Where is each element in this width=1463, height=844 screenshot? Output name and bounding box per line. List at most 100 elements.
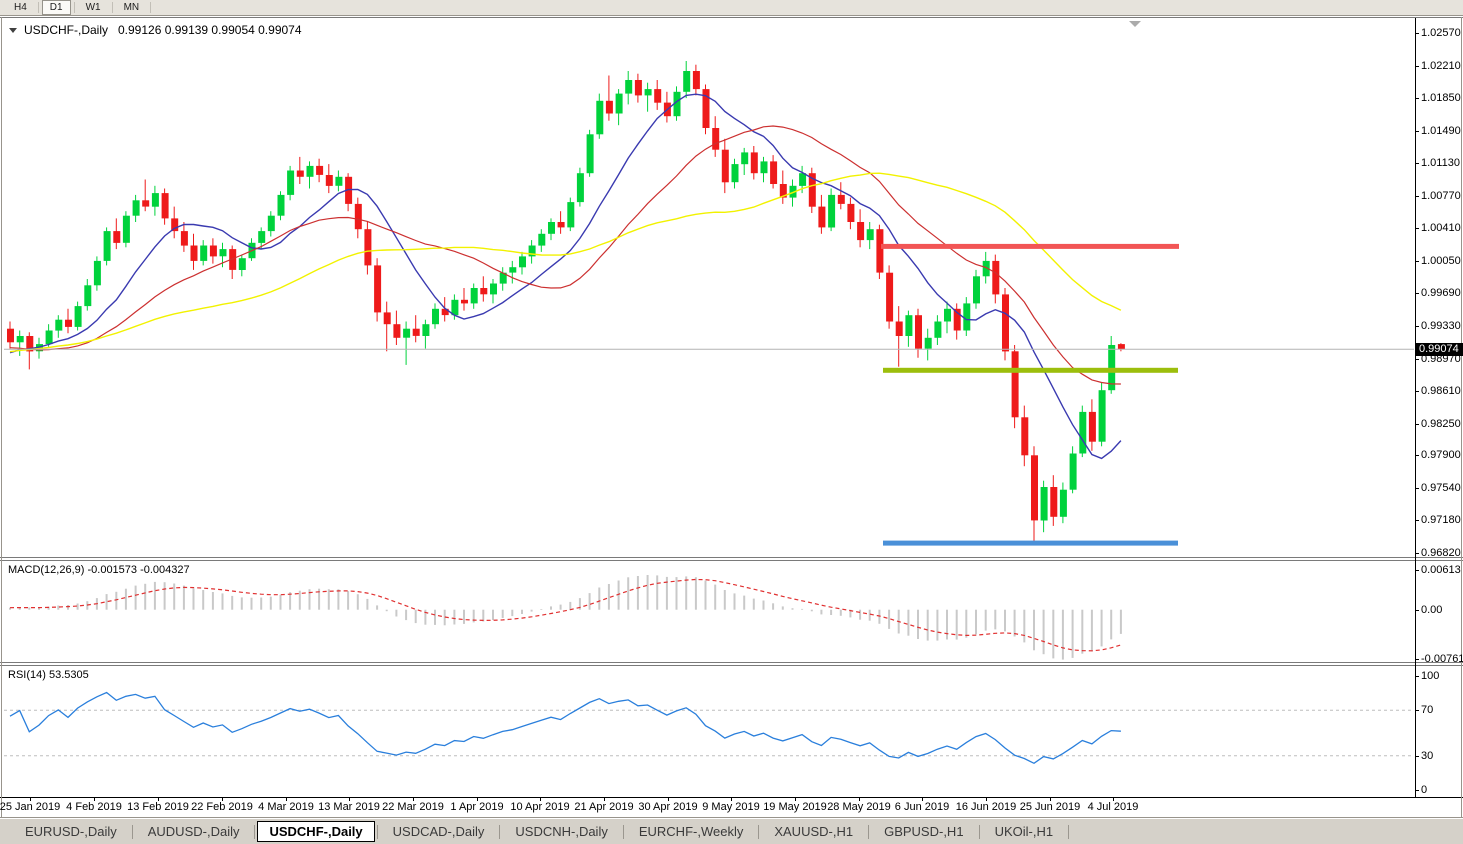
timeframe-button-w1[interactable]: W1: [85, 2, 101, 13]
axis-tick: [158, 798, 159, 801]
pivot-line[interactable]: [883, 367, 1178, 373]
main-macd-splitter-top[interactable]: [0, 557, 1463, 558]
axis-tick: [1415, 33, 1419, 34]
axis-tick: [540, 798, 541, 801]
macd-name: MACD(12,26,9): [8, 564, 85, 576]
macd-values: -0.001573 -0.004327: [87, 564, 190, 576]
date-axis-label: 13 Feb 2019: [127, 801, 189, 813]
axis-tick: [1415, 520, 1419, 521]
tab-usdcnh-daily[interactable]: USDCNH-,Daily: [515, 824, 608, 839]
price-axis-label: 0.99330: [1421, 320, 1461, 332]
support-line[interactable]: [883, 540, 1178, 546]
axis-tick: [286, 798, 287, 801]
axis-tick: [94, 798, 95, 801]
axis-tick: [1415, 66, 1419, 67]
resistance-line[interactable]: [881, 243, 1179, 249]
tab-usdcad-daily[interactable]: USDCAD-,Daily: [392, 824, 485, 839]
axis-tick: [1415, 228, 1419, 229]
tab-xauusd-h1[interactable]: XAUUSD-,H1: [774, 824, 854, 839]
axis-tick: [1415, 710, 1419, 711]
right-window-border: [1461, 17, 1462, 818]
tab-audusd-daily[interactable]: AUDUSD-,Daily: [147, 824, 240, 839]
date-axis-label: 16 Jun 2019: [955, 801, 1017, 813]
toolbar-separator: [150, 2, 152, 13]
tab-gbpusd-h1[interactable]: GBPUSD-,H1: [884, 824, 964, 839]
tab-separator: [868, 824, 870, 839]
axis-tick: [1415, 391, 1419, 392]
date-axis-label: 30 Apr 2019: [638, 801, 698, 813]
rsi-axis-label: 0: [1421, 784, 1428, 796]
ma-line-21: [9, 125, 1121, 385]
rsi-value: 53.5305: [48, 669, 89, 681]
price-axis-label: 1.00770: [1421, 190, 1461, 202]
chart-title: USDCHF-,Daily 0.99126 0.99139 0.99054 0.…: [9, 23, 302, 37]
tab-separator: [622, 824, 624, 839]
tab-separator: [254, 824, 256, 839]
axis-tick: [604, 798, 605, 801]
price-axis-label: 1.02570: [1421, 27, 1461, 39]
axis-tick: [922, 798, 923, 801]
rsi-axis-label: 30: [1421, 750, 1434, 762]
price-scale-border: [1415, 18, 1416, 797]
tab-eurchf-weekly[interactable]: EURCHF-,Weekly: [638, 824, 744, 839]
axis-tick: [1415, 676, 1419, 677]
axis-tick: [1415, 261, 1419, 262]
price-axis-label: 1.00410: [1421, 222, 1461, 234]
axis-tick: [30, 798, 31, 801]
date-axis-label: 19 May 2019: [763, 801, 827, 813]
date-axis-label: 22 Feb 2019: [191, 801, 253, 813]
date-axis-label: 9 May 2019: [702, 801, 760, 813]
macd-histogram: [9, 575, 1122, 660]
axis-tick: [477, 798, 478, 801]
price-axis-label: 1.01850: [1421, 92, 1461, 104]
axis-tick: [1415, 455, 1419, 456]
axis-tick: [222, 798, 223, 801]
axis-tick: [1415, 570, 1419, 571]
axis-tick: [349, 798, 350, 801]
axis-tick: [1415, 359, 1419, 360]
axis-tick: [1415, 659, 1419, 660]
axis-tick: [731, 798, 732, 801]
tab-separator: [131, 824, 133, 839]
date-axis-label: 25 Jan 2019: [0, 801, 61, 813]
date-axis-label: 25 Jun 2019: [1019, 801, 1081, 813]
date-axis-label: 4 Mar 2019: [258, 801, 314, 813]
tab-ukoil-h1[interactable]: UKOil-,H1: [994, 824, 1054, 839]
candles: [7, 61, 1125, 544]
date-axis-label: 22 Mar 2019: [382, 801, 444, 813]
macd-panel-label: MACD(12,26,9) -0.001573 -0.004327: [8, 564, 190, 576]
macd-axis-label: 0.00613: [1421, 564, 1461, 576]
date-axis-label: 28 May 2019: [827, 801, 891, 813]
price-axis-label: 1.01130: [1421, 157, 1460, 169]
chart-shift-marker-icon[interactable]: [1129, 21, 1141, 27]
toolbar-separator: [37, 2, 39, 13]
main-macd-splitter-bottom: [0, 560, 1463, 561]
price-axis-label: 1.02210: [1421, 60, 1461, 72]
timeframe-button-h4[interactable]: H4: [14, 2, 27, 13]
date-axis-label: 13 Mar 2019: [318, 801, 380, 813]
axis-tick: [1050, 798, 1051, 801]
rsi-panel-label: RSI(14) 53.5305: [8, 669, 89, 681]
chart-window-top-border: [0, 17, 1463, 18]
timeframe-button-mn[interactable]: MN: [123, 2, 140, 13]
date-axis-label: 6 Jun 2019: [894, 801, 950, 813]
toolbar-groove-light: [0, 16, 1463, 17]
tab-eurusd-daily[interactable]: EURUSD-,Daily: [25, 824, 117, 839]
price-axis-label: 1.00050: [1421, 255, 1461, 267]
macd-axis-label: -0.007612: [1421, 653, 1463, 665]
tab-separator: [758, 824, 760, 839]
rsi-line: [9, 691, 1121, 765]
tab-usdchf-daily[interactable]: USDCHF-,Daily: [257, 821, 375, 842]
date-axis-label: 4 Jul 2019: [1087, 801, 1139, 813]
axis-tick: [1415, 553, 1419, 554]
timeframe-button-d1[interactable]: D1: [41, 0, 71, 15]
axis-tick: [1415, 293, 1419, 294]
symbol-collapse-icon[interactable]: [9, 27, 17, 33]
axis-tick: [1113, 798, 1114, 801]
timeframe-toolbar: H4 D1 W1 MN: [0, 0, 1463, 15]
price-axis-label: 0.99690: [1421, 287, 1461, 299]
toolbar-separator: [111, 2, 113, 13]
macd-rsi-splitter-top[interactable]: [0, 662, 1463, 663]
